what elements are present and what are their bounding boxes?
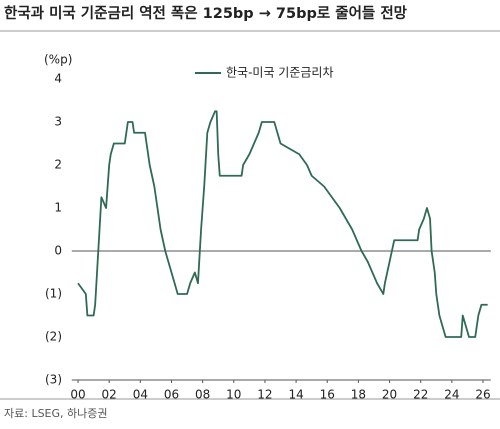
x-tick-label: 22 [413, 388, 428, 402]
x-tick-label: 26 [475, 388, 490, 402]
x-tick-label: 02 [102, 388, 117, 402]
y-tick-label: 1 [54, 201, 62, 215]
x-tick-label: 00 [70, 388, 85, 402]
y-tick-label: 2 [54, 158, 62, 172]
legend-label: 한국-미국 기준금리차 [226, 66, 334, 80]
x-tick-label: 06 [164, 388, 179, 402]
x-tick-label: 16 [320, 388, 335, 402]
source: 자료: LSEG, 하나증권 [4, 406, 108, 420]
chart-title: 한국과 미국 기준금리 역전 폭은 125bp → 75bp로 줄어들 전망 [4, 4, 408, 22]
x-tick-label: 24 [444, 388, 459, 402]
x-tick-label: 20 [382, 388, 397, 402]
y-tick-label: (1) [45, 287, 62, 301]
y-tick-label: 0 [54, 244, 62, 258]
x-tick-label: 10 [226, 388, 241, 402]
y-tick-label: (3) [45, 373, 62, 387]
y-axis-label: (%p) [44, 53, 72, 67]
x-tick-label: 08 [195, 388, 210, 402]
x-tick-label: 18 [351, 388, 366, 402]
x-tick-label: 14 [288, 388, 303, 402]
y-tick-label: 3 [54, 115, 62, 129]
x-tick-label: 12 [257, 388, 272, 402]
y-tick-label: (2) [45, 330, 62, 344]
data-line [77, 110, 488, 338]
x-tick-label: 04 [133, 388, 148, 402]
y-tick-label: 4 [54, 72, 62, 86]
